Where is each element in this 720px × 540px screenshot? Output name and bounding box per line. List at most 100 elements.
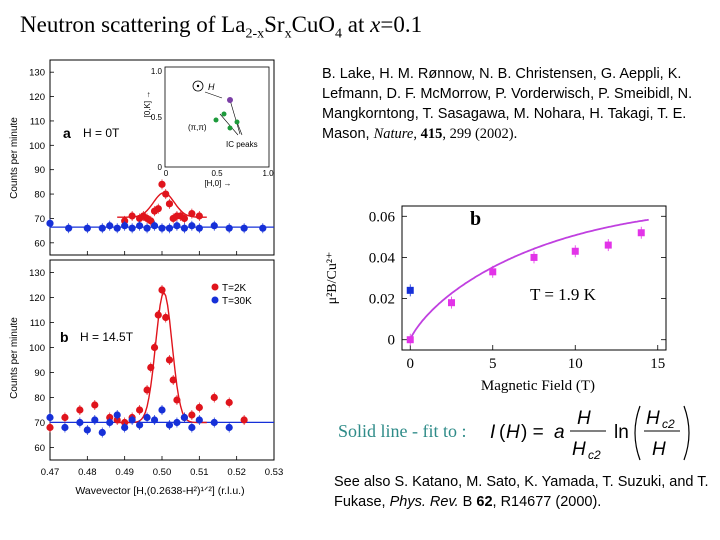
svg-text:H: H [572, 439, 586, 460]
data-point [210, 418, 218, 427]
svg-text:H: H [646, 408, 660, 429]
y-tick-label: 100 [29, 343, 45, 354]
data-point [210, 222, 218, 230]
inset-field-dot [196, 84, 200, 88]
data-point [165, 224, 174, 232]
panel-a-letter: a [63, 125, 71, 141]
data-point [173, 396, 181, 404]
svg-text:c2: c2 [588, 448, 601, 462]
panel-a-field-label: H = 0T [83, 126, 120, 140]
fit-curve-2k [117, 291, 207, 424]
panel-b-letter: b [60, 329, 69, 345]
legend-label-2k: T=2K [222, 283, 247, 294]
data-point [154, 205, 162, 213]
inset-peaks-label: IC peaks [226, 140, 258, 149]
y-tick-label: 90 [34, 368, 45, 379]
inset-pi-pi-point [227, 97, 233, 103]
fit-curve [410, 218, 649, 339]
data-point [489, 268, 497, 276]
data-point [158, 286, 166, 294]
inset-xtick: 0.5 [211, 169, 223, 178]
data-point [46, 219, 54, 227]
data-point [61, 423, 69, 432]
inset-field-arrow [204, 91, 223, 99]
data-point [121, 423, 129, 432]
x-tick-label: 0.48 [78, 467, 97, 478]
inset-field-label: H [208, 82, 215, 92]
y-tick-label: 130 [29, 68, 45, 79]
field-plot-axes: 0 0.02 0.04 0.06 0 5 10 15 [369, 209, 666, 372]
data-point [113, 224, 121, 232]
reference-citation: B. Lake, H. M. Rønnow, N. B. Christensen… [322, 66, 693, 142]
data-point [604, 241, 612, 249]
field-plot-frame [401, 205, 667, 351]
panel-b-data [46, 285, 274, 438]
data-point [173, 418, 181, 427]
data-point [98, 428, 106, 437]
y-tick-label: 0 [388, 333, 396, 349]
data-point [76, 406, 84, 414]
data-point [158, 406, 166, 414]
data-point [113, 411, 121, 419]
inset-ic-peak [234, 119, 240, 125]
data-point [121, 222, 129, 230]
y-tick-label: 130 [29, 268, 45, 279]
y-tick-label: 80 [34, 190, 45, 201]
legend: T=2K T=30K [211, 283, 252, 307]
data-point [83, 224, 91, 232]
inset-ic-peak [213, 117, 219, 123]
data-point [46, 423, 54, 432]
data-point [188, 209, 196, 218]
data-point [91, 401, 99, 409]
data-point [240, 416, 248, 424]
y-tick-label: 90 [34, 165, 45, 176]
inset-peak-line-1 [229, 99, 241, 135]
data-point [530, 253, 538, 261]
see-also-citation: See also S. Katano, M. Sato, K. Yamada, … [334, 474, 709, 510]
data-point [165, 421, 174, 429]
data-point [91, 416, 99, 424]
data-point [150, 343, 159, 352]
y-tick-label: 0.06 [369, 209, 396, 225]
data-point [173, 222, 181, 230]
inset-xlabel: [H,0] → [204, 179, 231, 188]
data-point [448, 299, 455, 307]
slide-title: Neutron scattering of La2-xSrxCuO4 at x=… [20, 12, 423, 42]
inset-ylabel: [0,K] → [143, 91, 152, 118]
x-tick-label: 0.47 [41, 467, 60, 478]
svg-text:a: a [554, 422, 565, 443]
field-plot-annotation: T = 1.9 K [530, 285, 597, 304]
field-plot-letter: b [470, 208, 481, 230]
data-point [195, 224, 203, 232]
panel-b-field-label: H = 14.5T [80, 330, 134, 344]
data-point [150, 416, 159, 424]
data-point [128, 212, 136, 220]
data-point [128, 224, 136, 232]
data-point [143, 386, 151, 394]
inset-field-symbol [192, 80, 204, 92]
data-point [143, 413, 151, 422]
inset-xtick: 1.0 [262, 169, 274, 178]
svg-text:H: H [652, 439, 666, 460]
x-tick-label: 5 [489, 356, 497, 372]
data-point [225, 398, 233, 407]
inset-ytick: 0.5 [151, 113, 163, 122]
y-tick-label: 120 [29, 92, 45, 103]
data-point [158, 224, 166, 232]
field-plot-data [406, 218, 649, 346]
data-point [195, 212, 203, 220]
data-point [128, 416, 136, 424]
data-point [188, 423, 196, 432]
data-point [188, 411, 196, 419]
x-tick-label: 0.50 [153, 467, 172, 478]
panel-b-xlabel: Wavevector [H,(0.2638-H²)¹ᐟ²] (r.l.u.) [75, 485, 244, 497]
inset-peak-line-3 [219, 113, 239, 136]
data-point [240, 224, 248, 232]
svg-text:) =: ) = [521, 422, 544, 443]
panel-a-ylabel: Counts per minute [9, 117, 20, 199]
y-tick-label: 60 [34, 443, 45, 454]
y-tick-label: 100 [29, 141, 45, 152]
data-point [136, 222, 144, 230]
data-point [106, 222, 114, 230]
magnetic-field-chart: 0 0.02 0.04 0.06 0 5 10 15 b T = 1.9 K μ²B/Cu²⁺… [325, 205, 667, 394]
